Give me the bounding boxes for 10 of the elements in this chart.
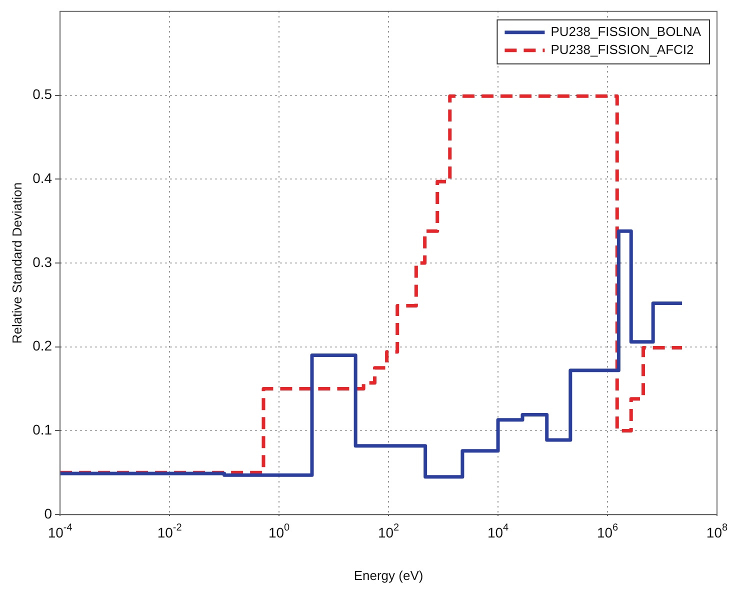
legend-label: PU238_FISSION_BOLNA [550, 24, 702, 39]
y-tick-label: 0.4 [32, 170, 52, 186]
y-axis-title: Relative Standard Deviation [9, 182, 24, 344]
y-tick-label: 0.2 [32, 338, 52, 354]
legend-label: PU238_FISSION_AFCI2 [550, 42, 694, 57]
y-tick-label: 0.3 [32, 254, 52, 270]
y-tick-label: 0.1 [32, 422, 52, 438]
y-tick-label: 0.5 [32, 86, 52, 102]
y-tick-label: 0 [44, 505, 52, 522]
x-axis-title: Energy (eV) [354, 568, 424, 583]
